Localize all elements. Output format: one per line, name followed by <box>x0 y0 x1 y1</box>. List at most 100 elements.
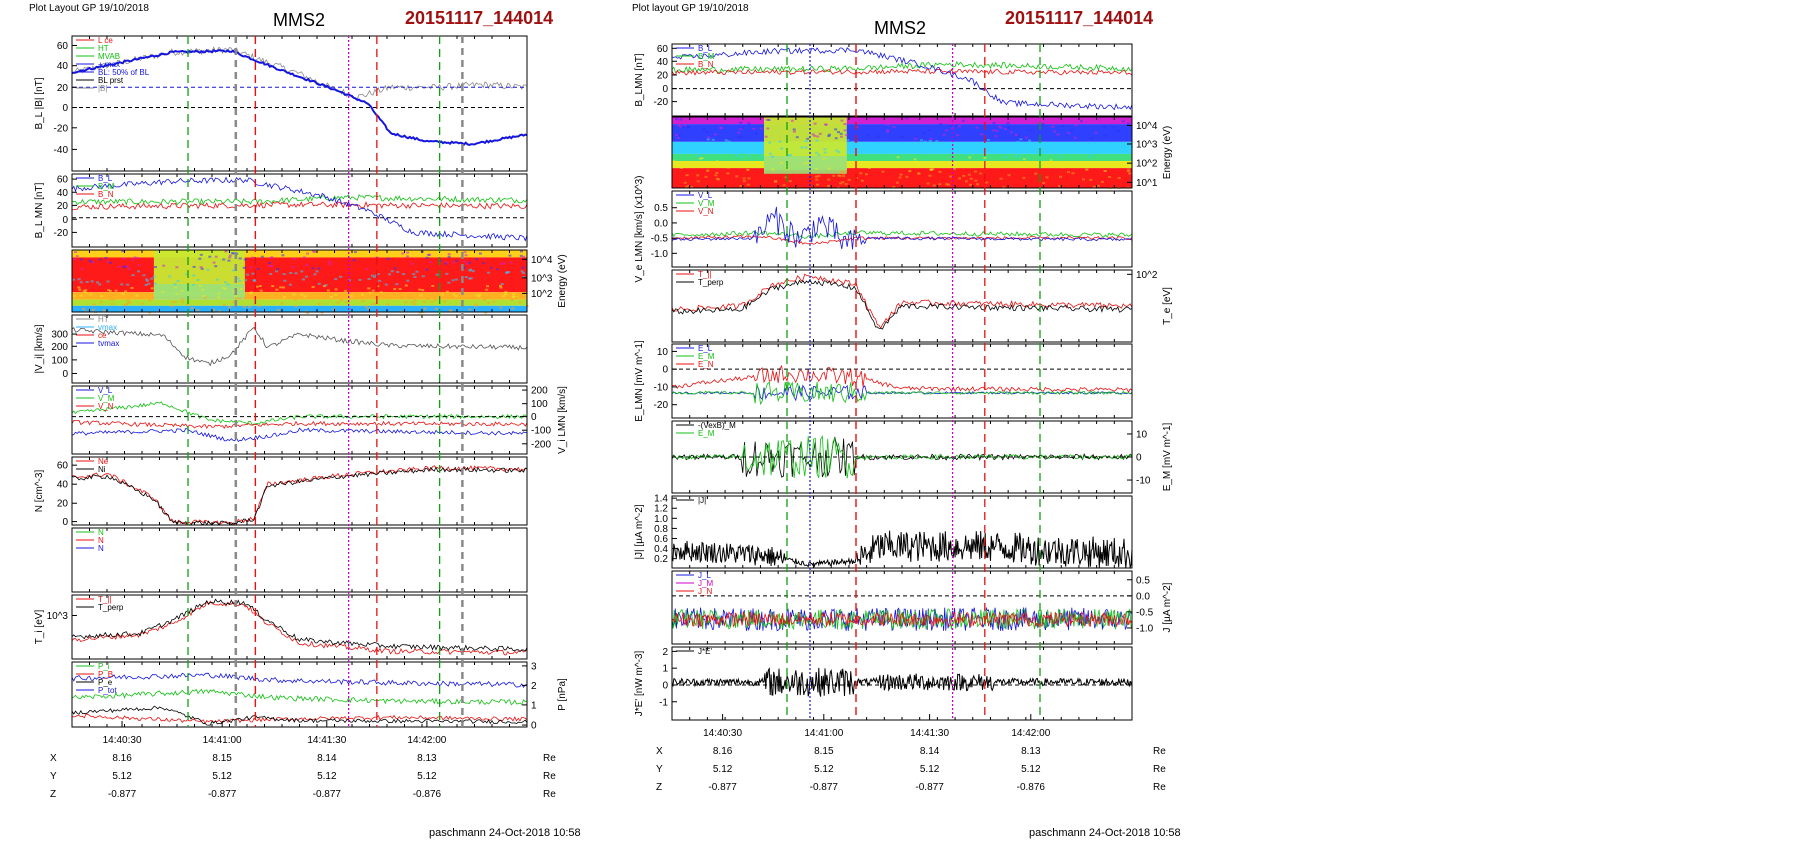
right-spectrogram-speckle <box>886 129 890 132</box>
left-spectrogram-band <box>72 299 527 306</box>
left-spectrogram-speckle <box>326 289 330 292</box>
right-spectrogram-speckle <box>1065 134 1069 137</box>
left-y-tick-label: -100 <box>531 426 551 437</box>
left-spectrogram-speckle <box>121 250 125 253</box>
right-spectrogram-speckle <box>976 183 979 186</box>
right-spectrogram-speckle <box>853 146 857 149</box>
left-spectrogram-speckle <box>175 292 179 295</box>
right-spectrogram-speckle <box>773 180 777 183</box>
right-spectrogram-speckle <box>700 157 704 160</box>
left-spectrogram-speckle <box>90 280 94 283</box>
left-spectrogram-speckle <box>393 267 397 270</box>
right-spectrogram-speckle <box>958 177 962 180</box>
right-spectrogram-speckle <box>956 134 960 137</box>
right-spectrogram-speckle <box>992 122 996 125</box>
right-spectrogram-speckle <box>931 168 935 171</box>
left-spectrogram-speckle <box>500 283 504 285</box>
right-y-tick-label: 10^2 <box>1136 270 1158 281</box>
left-spectrogram-speckle <box>137 270 140 273</box>
right-spectrogram-speckle <box>934 150 938 153</box>
left-spectrogram-speckle <box>251 272 255 275</box>
left-spectrogram-speckle <box>322 285 326 288</box>
right-spectrogram-speckle <box>879 150 883 153</box>
left-y-tick-label: 60 <box>57 461 69 472</box>
right-spectrogram-speckle <box>928 174 932 177</box>
left-legend-entry: B_L <box>98 174 113 183</box>
left-spectrogram-speckle <box>415 270 419 273</box>
left-y-tick-label: 0 <box>531 721 537 732</box>
right-spectrogram-speckle <box>1041 123 1045 126</box>
left-spectrogram-speckle <box>294 298 297 301</box>
right-spectrogram-speckle <box>1092 185 1096 188</box>
left-spectrogram-speckle <box>130 287 134 289</box>
left-spectrogram-speckle <box>464 276 468 279</box>
left-spectrogram-speckle <box>235 297 238 300</box>
left-spectrogram-speckle <box>243 258 247 261</box>
right-spectrogram-speckle <box>768 141 772 144</box>
right-series-line <box>671 273 1133 330</box>
left-spectrogram-speckle <box>384 283 388 286</box>
right-spectrogram-speckle <box>882 145 885 148</box>
left-spectrogram-speckle <box>98 283 102 286</box>
left-spectrogram-speckle <box>393 288 397 291</box>
right-spectrogram-speckle <box>804 146 808 149</box>
left-spectrogram-speckle <box>474 303 478 306</box>
right-spectrogram-speckle <box>806 137 810 140</box>
left-y-tick-label: 60 <box>57 41 69 52</box>
left-spectrogram-speckle <box>330 296 333 298</box>
right-y-tick-label: -20 <box>654 400 669 411</box>
right-spectrogram-speckle <box>914 135 918 138</box>
left-spectrogram-speckle <box>482 262 486 265</box>
left-spectrogram-speckle <box>406 279 410 282</box>
left-spectrogram-speckle <box>418 288 422 291</box>
right-y-tick-label: 0.2 <box>654 554 668 565</box>
right-spectrogram-speckle <box>1006 122 1010 125</box>
left-series-line <box>71 465 528 526</box>
right-spectrogram-speckle <box>1019 138 1023 141</box>
left-spectrogram-speckle <box>482 257 486 260</box>
left-y-tick-label: 100 <box>51 355 68 366</box>
right-spectrogram-speckle <box>932 184 936 187</box>
left-spectrogram-speckle <box>489 266 493 269</box>
left-legend-entry: N <box>98 544 104 553</box>
right-spectrogram-speckle <box>1061 166 1065 169</box>
left-y-tick-label: 10^3 <box>47 611 69 622</box>
right-ephemeris-value: 8.14 <box>920 746 940 757</box>
left-spectrogram-speckle <box>311 267 315 270</box>
right-y-tick-label: 0.5 <box>1136 575 1150 586</box>
left-spectrogram-speckle <box>212 261 216 264</box>
left-y-axis-label: Energy (eV) <box>557 254 568 307</box>
right-legend-entry: B_L <box>698 44 713 53</box>
right-spectrogram-speckle <box>898 176 902 179</box>
left-spectrogram-speckle <box>421 289 425 292</box>
left-spectrogram-speckle <box>451 279 455 282</box>
left-spectrogram-speckle <box>334 288 338 291</box>
right-spectrogram-speckle <box>841 181 845 184</box>
right-panel-frame <box>671 570 1133 645</box>
right-spectrogram-speckle <box>738 143 742 146</box>
left-spectrogram-speckle <box>305 275 309 278</box>
left-spectrogram-speckle <box>92 303 96 306</box>
left-spectrogram-speckle <box>125 265 129 268</box>
right-spectrogram-speckle <box>714 174 718 177</box>
left-spectrogram-speckle <box>464 254 468 257</box>
left-spectrogram-speckle <box>238 280 242 283</box>
left-spectrogram-speckle <box>502 295 506 298</box>
right-spectrogram-speckle <box>800 146 804 149</box>
right-y-tick-label: 20 <box>657 70 669 81</box>
left-spectrogram-speckle <box>91 261 95 264</box>
left-spectrogram-speckle <box>376 273 380 275</box>
left-spectrogram-speckle <box>223 303 226 306</box>
left-spectrogram-speckle <box>512 293 516 296</box>
left-ephemeris-unit: Re <box>543 789 556 800</box>
right-spectrogram-speckle <box>726 164 730 167</box>
left-spectrogram-speckle <box>77 278 81 281</box>
right-spectrogram-speckle <box>927 128 931 131</box>
left-spectrogram-speckle <box>224 281 227 284</box>
right-spectrogram-speckle <box>706 169 710 172</box>
right-y-axis-label: T_e [eV] <box>1162 287 1173 325</box>
right-series-line <box>671 606 1133 632</box>
left-spectrogram-speckle <box>228 256 232 259</box>
left-spectrogram-speckle <box>475 258 479 261</box>
left-y-tick-label: 1 <box>531 700 537 711</box>
